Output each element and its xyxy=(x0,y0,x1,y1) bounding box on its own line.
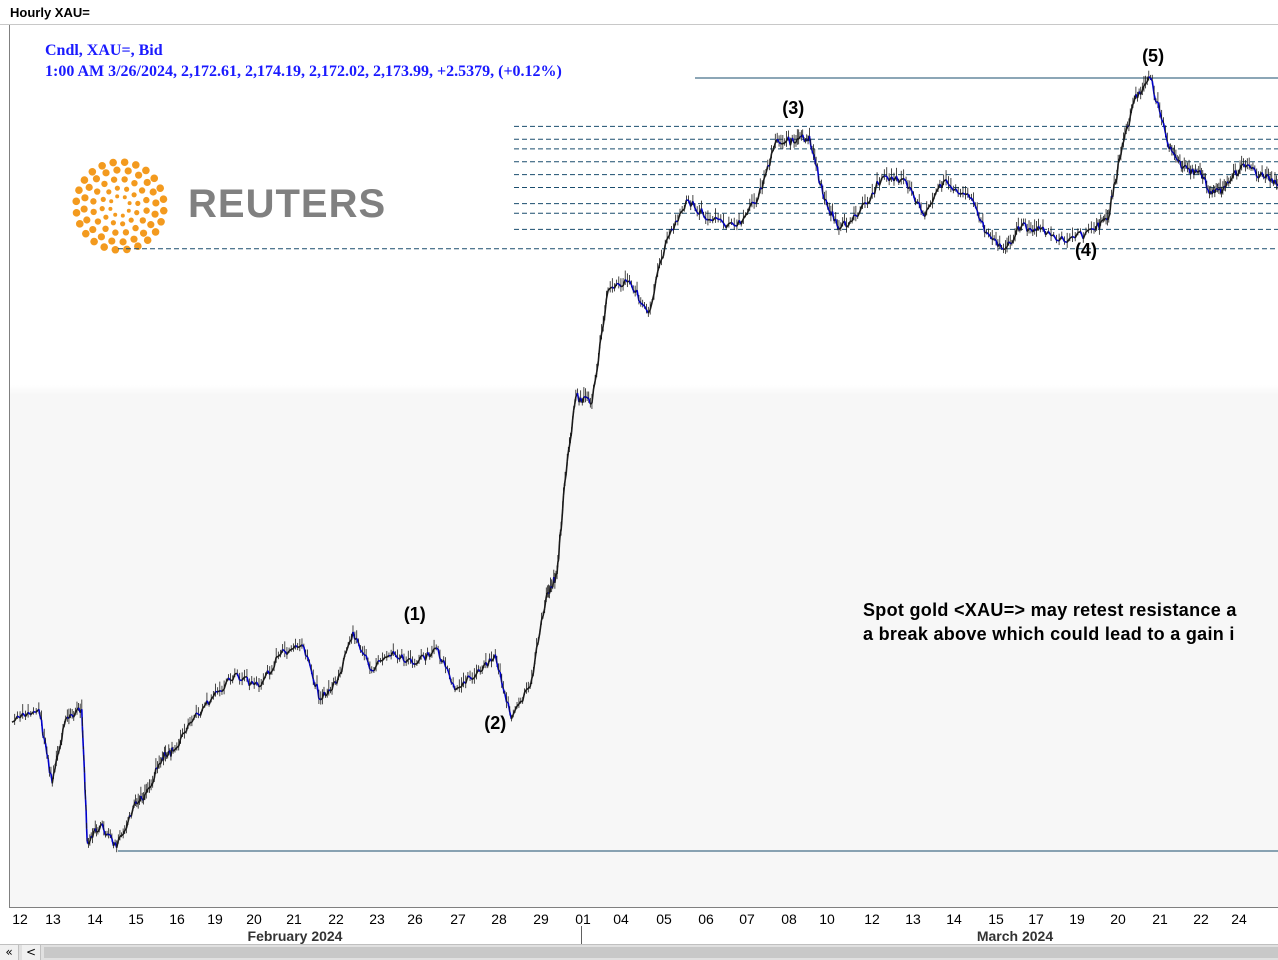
x-tick-label: 10 xyxy=(819,911,835,927)
price-segment xyxy=(1083,232,1086,239)
x-month-label: March 2024 xyxy=(977,928,1053,944)
price-segment xyxy=(715,217,718,219)
scroll-prev-button[interactable]: < xyxy=(22,945,41,960)
price-segment xyxy=(726,223,729,227)
x-tick-label: 15 xyxy=(988,911,1004,927)
horizontal-scrollbar[interactable]: « < xyxy=(0,944,1278,960)
x-tick-label: 19 xyxy=(207,911,223,927)
x-tick-label: 24 xyxy=(1231,911,1247,927)
x-tick-label: 26 xyxy=(407,911,423,927)
price-segment xyxy=(28,712,31,714)
x-tick-label: 22 xyxy=(328,911,344,927)
x-tick-label: 21 xyxy=(286,911,302,927)
x-tick-label: 20 xyxy=(1110,911,1126,927)
x-tick-label: 13 xyxy=(45,911,61,927)
wave-label: (3) xyxy=(782,98,804,119)
price-segment xyxy=(1048,231,1051,235)
wave-label: (5) xyxy=(1142,46,1164,67)
x-tick-label: 06 xyxy=(698,911,714,927)
price-segment xyxy=(713,217,716,220)
x-tick-label: 01 xyxy=(575,911,591,927)
x-tick-label: 16 xyxy=(169,911,185,927)
price-segment xyxy=(721,220,724,224)
x-month-label: February 2024 xyxy=(248,928,343,944)
price-chart xyxy=(0,0,1278,907)
x-tick-label: 12 xyxy=(12,911,28,927)
wave-label: (1) xyxy=(404,604,426,625)
x-tick-label: 21 xyxy=(1152,911,1168,927)
price-segment xyxy=(1070,237,1073,239)
price-segment xyxy=(1043,227,1046,235)
x-tick-label: 28 xyxy=(491,911,507,927)
price-segment xyxy=(12,721,15,722)
x-tick-label: 22 xyxy=(1193,911,1209,927)
x-tick-label: 17 xyxy=(1028,911,1044,927)
x-tick-label: 05 xyxy=(656,911,672,927)
annotation-line-2: a break above which could lead to a gain… xyxy=(863,622,1237,646)
annotation-line-1: Spot gold <XAU=> may retest resistance a xyxy=(863,598,1237,622)
price-segment xyxy=(1091,229,1094,230)
scroll-thumb[interactable] xyxy=(44,947,1278,958)
price-segment xyxy=(1054,235,1057,240)
x-axis: 12 13 14 15 16 19 20 21 22 23 26 27 28 29 01 04 05 06 07 08… xyxy=(0,908,1278,944)
x-tick-label: 29 xyxy=(533,911,549,927)
scroll-first-button[interactable]: « xyxy=(0,945,19,960)
x-tick-label: 20 xyxy=(246,911,262,927)
price-segment xyxy=(1075,233,1078,238)
price-segment xyxy=(1086,230,1089,232)
legend-series: Cndl, XAU=, Bid xyxy=(45,42,163,60)
legend-values: 1:00 AM 3/26/2024, 2,172.61, 2,174.19, 2… xyxy=(45,63,562,81)
x-tick-label: 15 xyxy=(128,911,144,927)
x-tick-label: 12 xyxy=(864,911,880,927)
x-tick-label: 14 xyxy=(87,911,103,927)
x-tick-label: 13 xyxy=(905,911,921,927)
x-tick-label: 08 xyxy=(781,911,797,927)
x-tick-label: 19 xyxy=(1069,911,1085,927)
x-tick-label: 23 xyxy=(369,911,385,927)
wave-label: (2) xyxy=(484,713,506,734)
month-separator xyxy=(581,926,582,944)
price-segment xyxy=(1089,229,1092,230)
x-tick-label: 04 xyxy=(613,911,629,927)
x-tick-label: 07 xyxy=(739,911,755,927)
x-tick-label: 27 xyxy=(450,911,466,927)
chart-annotation: Spot gold <XAU=> may retest resistance a… xyxy=(863,598,1237,646)
price-segment xyxy=(1062,236,1065,241)
price-segment xyxy=(31,712,34,715)
price-segment xyxy=(15,716,18,721)
price-segment xyxy=(1067,238,1070,242)
x-tick-label: 14 xyxy=(946,911,962,927)
wave-label: (4) xyxy=(1075,240,1097,261)
price-segment xyxy=(732,223,735,226)
